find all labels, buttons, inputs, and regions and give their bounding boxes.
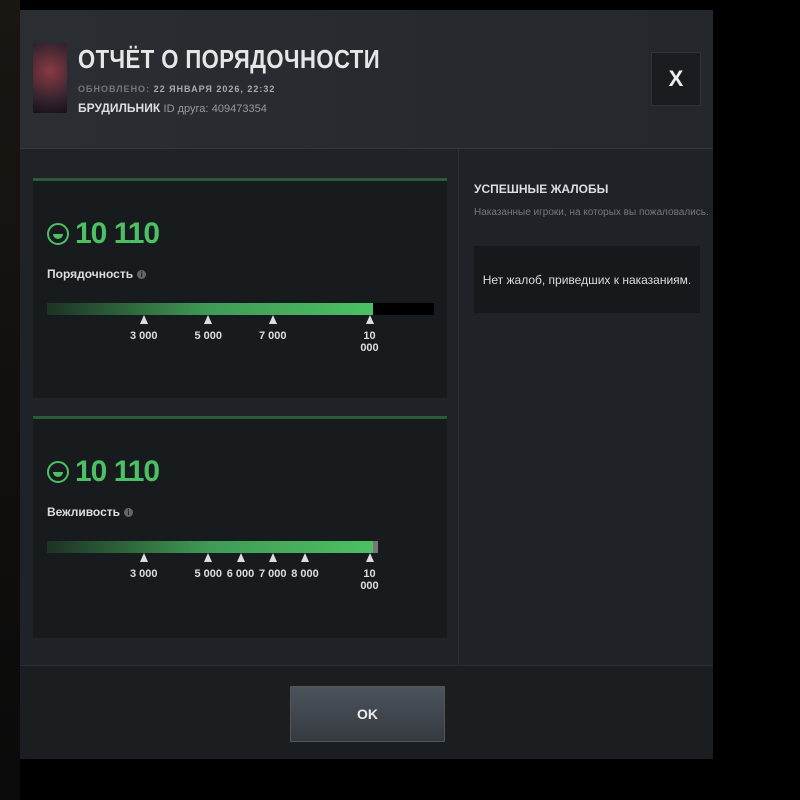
updated-info: ОБНОВЛЕНО: 22 ЯНВАРЯ 2026, 22:32 <box>78 84 275 94</box>
friend-id-label: ID друга: <box>163 103 209 115</box>
reports-title: УСПЕШНЫЕ ЖАЛОБЫ <box>474 182 609 196</box>
tick-marker: 5 000 <box>178 553 238 580</box>
dialog-footer: OK <box>20 665 713 759</box>
smile-icon <box>47 461 69 483</box>
friend-id: 409473354 <box>211 103 267 115</box>
tick-marker: 3 000 <box>114 315 174 342</box>
score-label-text: Вежливость <box>47 505 121 519</box>
score: 10 110 <box>47 455 160 489</box>
score-value: 10 110 <box>75 455 160 488</box>
score-label: Вежливость i <box>47 505 134 519</box>
score-label-text: Порядочность <box>47 267 134 281</box>
tick-triangle-icon <box>139 315 148 324</box>
tick-label: 7 000 <box>258 330 287 342</box>
score-value: 10 110 <box>75 217 160 250</box>
dialog-header: ОТЧЁТ О ПОРЯДОЧНОСТИ ОБНОВЛЕНО: 22 ЯНВАР… <box>20 10 713 149</box>
tick-marker: 10 000 <box>340 315 400 354</box>
tick-marker: 6 000 <box>211 553 271 580</box>
tick-label: 7 000 <box>258 568 287 580</box>
tick-marker: 3 000 <box>114 553 174 580</box>
tick-triangle-icon <box>236 553 245 562</box>
tick-label: 3 000 <box>129 330 158 342</box>
tick-label: 10 000 <box>360 568 379 592</box>
conduct-card: 10 110 Порядочность i 3 000 5 000 7 000 10 0… <box>33 178 447 398</box>
tick-marker: 10 000 <box>340 553 400 592</box>
tick-marker: 7 000 <box>243 553 303 580</box>
smile-icon <box>47 223 69 245</box>
tick-triangle-icon <box>268 315 277 324</box>
ok-button[interactable]: OK <box>290 686 445 742</box>
politeness-card: 10 110 Вежливость i 3 000 5 000 6 000 7 000 8… <box>33 416 447 638</box>
tick-label: 6 000 <box>226 568 255 580</box>
reports-subtitle: Наказанные игроки, на которых вы пожалов… <box>474 207 709 218</box>
tick-marker: 8 000 <box>275 553 335 580</box>
tick-label: 5 000 <box>194 568 223 580</box>
updated-label: ОБНОВЛЕНО: <box>78 84 151 94</box>
score-bar <box>47 541 378 553</box>
updated-value: 22 ЯНВАРЯ 2026, 22:32 <box>153 84 276 94</box>
page-title: ОТЧЁТ О ПОРЯДОЧНОСТИ <box>78 44 381 74</box>
tick-label: 3 000 <box>129 568 158 580</box>
tick-triangle-icon <box>301 553 309 562</box>
score-bar-fill <box>47 303 374 315</box>
tick-marker: 5 000 <box>178 315 238 342</box>
background <box>0 0 20 800</box>
score-bar-fill <box>47 541 374 553</box>
tick-triangle-icon <box>268 553 277 562</box>
avatar <box>33 43 67 113</box>
score-label: Порядочность i <box>47 267 147 281</box>
reports-empty-text: Нет жалоб, приведших к наказаниям. <box>482 272 692 287</box>
reports-empty-box: Нет жалоб, приведших к наказаниям. <box>474 246 700 313</box>
tick-label: 8 000 <box>291 568 319 580</box>
tick-triangle-icon <box>139 553 148 562</box>
tick-triangle-icon <box>204 315 213 324</box>
user-info: БРУДИЛЬНИК ID друга: 409473354 <box>78 101 267 115</box>
info-icon[interactable]: i <box>124 508 134 518</box>
tick-label: 5 000 <box>194 330 223 342</box>
tick-triangle-icon <box>365 553 374 562</box>
score-bar <box>47 303 434 315</box>
tick-marker: 7 000 <box>243 315 303 342</box>
tick-label: 10 000 <box>360 330 379 354</box>
username: БРУДИЛЬНИК <box>78 101 161 115</box>
close-button[interactable]: X <box>651 52 701 106</box>
divider <box>458 149 459 665</box>
info-icon[interactable]: i <box>137 270 147 280</box>
tick-triangle-icon <box>204 553 213 562</box>
score: 10 110 <box>47 217 160 251</box>
tick-triangle-icon <box>365 315 374 324</box>
conduct-report-dialog: ОТЧЁТ О ПОРЯДОЧНОСТИ ОБНОВЛЕНО: 22 ЯНВАР… <box>20 10 713 759</box>
